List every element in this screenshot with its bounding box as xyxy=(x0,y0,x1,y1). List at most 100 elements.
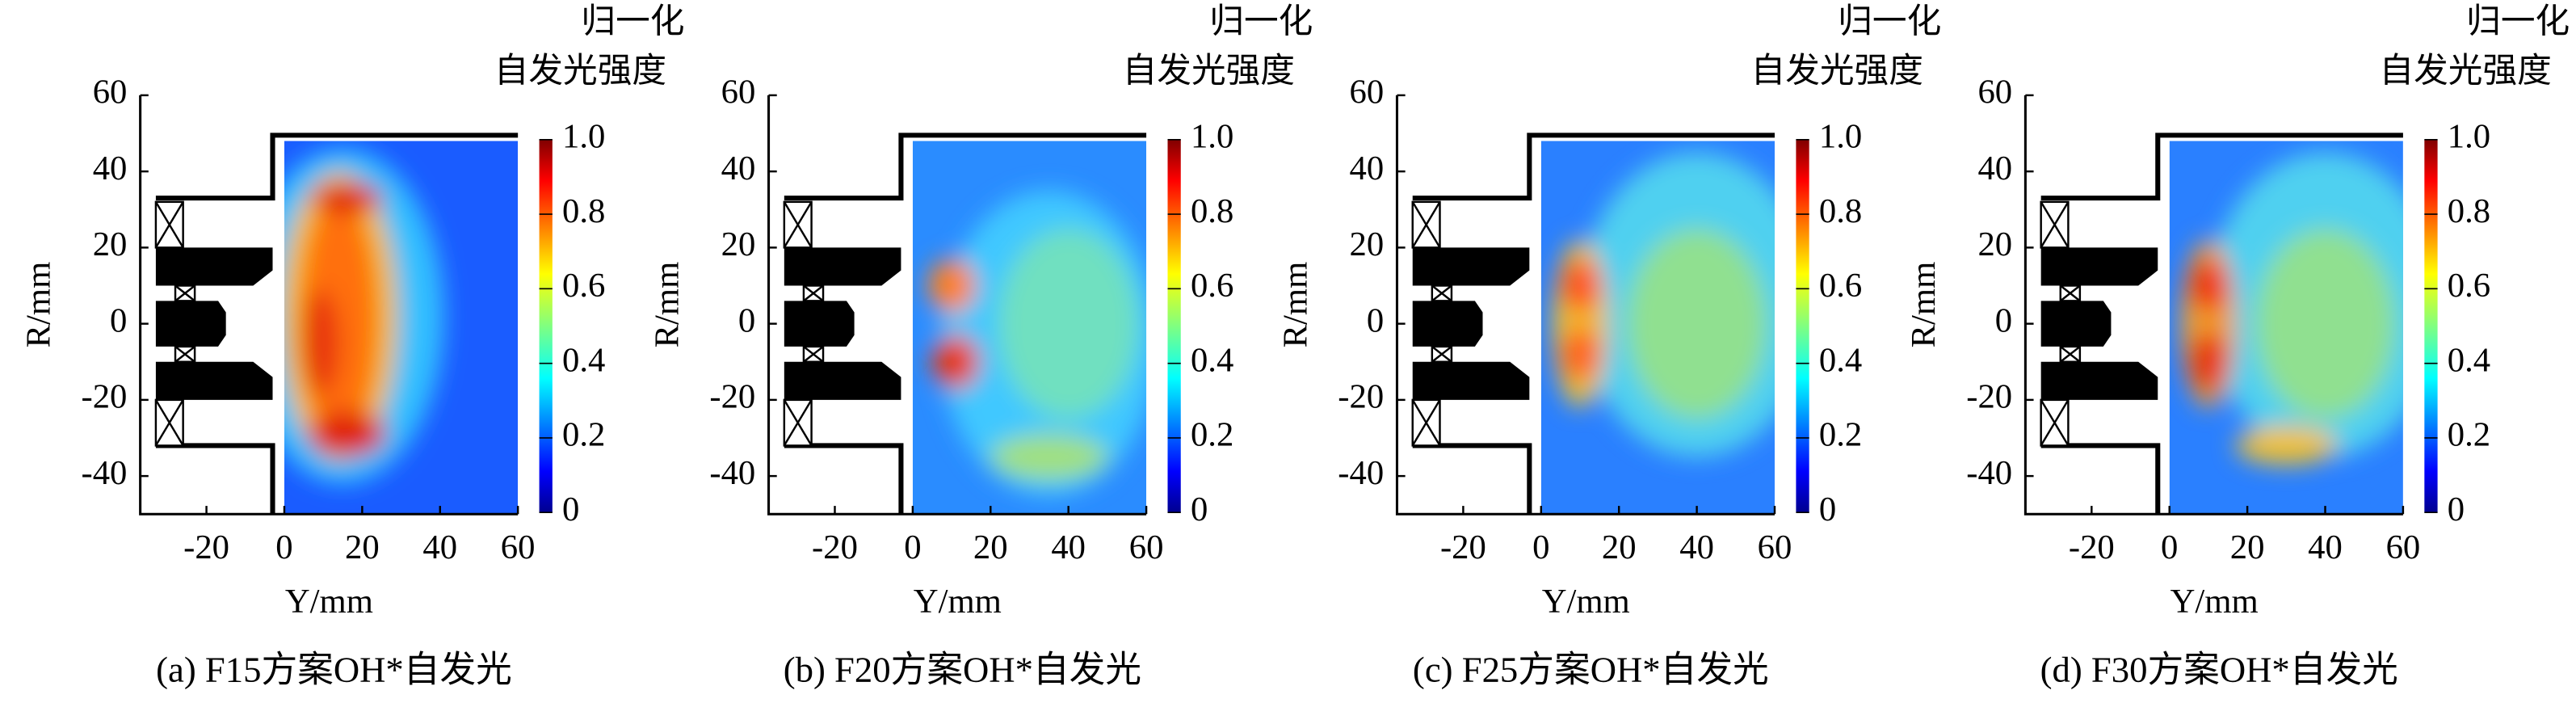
colorbar-tick-label: 0.6 xyxy=(562,267,605,305)
injector xyxy=(2040,247,2158,286)
swirler-cross xyxy=(174,284,195,302)
colorbar-tick-label: 0.4 xyxy=(2448,341,2490,379)
axis-line xyxy=(139,95,519,516)
colorbar-tick-label: 0 xyxy=(1819,490,1836,528)
intensity-region xyxy=(2188,259,2229,313)
intensity-region xyxy=(943,354,968,377)
x-tick-label: 40 xyxy=(2308,528,2343,566)
colorbar-title: 自发光强度 xyxy=(1123,52,1295,90)
swirler-cross xyxy=(154,201,184,249)
colorbar-title: 归一化 xyxy=(1209,2,1313,40)
combustor-wall xyxy=(1412,133,1775,201)
intensity-region xyxy=(928,259,976,313)
colorbar-tick-label: 1.0 xyxy=(562,118,605,156)
combustor-wall xyxy=(155,133,519,201)
combustor-wall xyxy=(2040,133,2403,201)
axis-line xyxy=(1395,95,1775,516)
colorbar-tick-label: 0.2 xyxy=(2448,416,2490,454)
x-tick-label: 0 xyxy=(1532,528,1549,566)
x-tick-label: 20 xyxy=(973,528,1008,566)
axis-line xyxy=(767,95,1147,516)
caption: (d) F30方案OH*自发光 xyxy=(2040,650,2398,690)
colorbar-title: 自发光强度 xyxy=(494,52,666,90)
injector xyxy=(2040,361,2158,400)
heatmap xyxy=(912,141,1147,515)
intensity-region xyxy=(2235,426,2337,465)
colorbar xyxy=(539,139,553,513)
caption: (b) F20方案OH*自发光 xyxy=(784,650,1141,690)
intensity-region xyxy=(1560,327,1600,381)
colorbar-tick-label: 0.8 xyxy=(2448,192,2490,230)
axis-line xyxy=(2023,95,2403,516)
heatmap xyxy=(284,141,519,515)
colorbar-tick-label: 1.0 xyxy=(1819,118,1862,156)
intensity-region xyxy=(990,434,1107,480)
x-axis-label: Y/mm xyxy=(914,583,1002,621)
intensity-region xyxy=(1626,228,1767,419)
y-tick-label: -40 xyxy=(709,454,755,492)
y-tick-label: -20 xyxy=(1338,378,1384,416)
x-tick-label: -20 xyxy=(1440,528,1486,566)
colorbar-tick-label: 0 xyxy=(1191,490,1208,528)
injector xyxy=(2040,301,2112,347)
y-tick-label: 0 xyxy=(1367,301,1384,339)
y-tick-label: 20 xyxy=(1977,225,2012,263)
y-tick-label: -20 xyxy=(1966,378,2012,416)
swirler-cross xyxy=(1431,345,1452,363)
heatmap-field xyxy=(284,148,444,484)
combustor-wall xyxy=(155,443,275,515)
y-tick-label: 40 xyxy=(721,149,756,187)
colorbar-title: 自发光强度 xyxy=(1751,52,1923,90)
combustor-wall xyxy=(784,133,1147,201)
y-tick-label: 20 xyxy=(93,225,128,263)
y-tick-label: -40 xyxy=(1338,454,1384,492)
intensity-region xyxy=(307,411,386,457)
y-tick-label: 60 xyxy=(721,74,756,112)
combustor-wall xyxy=(2040,443,2161,515)
colorbar-tick-label: 0 xyxy=(2448,490,2465,528)
y-axis-label: R/mm xyxy=(1905,262,1943,348)
swirler-cross xyxy=(174,345,195,363)
caption: (a) F15方案OH*自发光 xyxy=(156,650,512,690)
intensity-region xyxy=(1560,259,1600,313)
injector xyxy=(784,361,901,400)
x-tick-label: 60 xyxy=(501,528,536,566)
colorbar-tick-label: 0.2 xyxy=(562,416,605,454)
colorbar-tick-label: 0.8 xyxy=(562,192,605,230)
intensity-region xyxy=(2255,228,2396,419)
y-tick-label: 0 xyxy=(738,301,755,339)
y-tick-label: -20 xyxy=(709,378,755,416)
panel: -20 0 20 40 60 -40 -20 0 20 40 60 Y/mm R/mm 0 0.2 0.4 0.… xyxy=(1276,2,1941,689)
swirler-cross xyxy=(1411,399,1441,447)
swirler-cross xyxy=(803,345,824,363)
x-tick-label: 40 xyxy=(422,528,457,566)
combustor-wall xyxy=(1412,443,1532,515)
swirler-cross xyxy=(2040,399,2070,447)
colorbar-tick-label: 0.8 xyxy=(1819,192,1862,230)
intensity-region xyxy=(2188,331,2229,393)
colorbar-tick-label: 0.6 xyxy=(1819,267,1862,305)
x-tick-label: 20 xyxy=(2230,528,2265,566)
injector xyxy=(155,247,273,286)
y-axis-label: R/mm xyxy=(648,262,686,348)
y-tick-label: 20 xyxy=(1350,225,1385,263)
intensity-region xyxy=(300,289,339,397)
panel: -20 0 20 40 60 -40 -20 0 20 40 60 Y/mm R/mm 0 0.2 0.4 0.… xyxy=(648,2,1313,689)
colorbar-tick-label: 0.6 xyxy=(1191,267,1233,305)
panel: -20 0 20 40 60 -40 -20 0 20 40 60 Y/mm R/mm 0 0.2 0.4 0.… xyxy=(1905,2,2570,689)
intensity-region xyxy=(311,183,382,213)
y-tick-label: 20 xyxy=(721,225,756,263)
heatmap-field xyxy=(1553,152,1775,457)
colorbar xyxy=(1796,139,1809,513)
x-tick-label: 20 xyxy=(345,528,380,566)
y-tick-label: 40 xyxy=(93,149,128,187)
injector xyxy=(784,301,855,347)
y-tick-label: -20 xyxy=(81,378,127,416)
colorbar-tick-label: 0.2 xyxy=(1191,416,1233,454)
colorbar-tick-label: 0 xyxy=(562,490,579,528)
colorbar-title: 自发光强度 xyxy=(2379,52,2551,90)
swirler-cross xyxy=(783,201,813,249)
panel: -20 0 20 40 60 -40 -20 0 20 40 60 Y/mm R/mm 0 0.2 0.4 0.… xyxy=(19,2,684,689)
swirler-cross xyxy=(783,399,813,447)
